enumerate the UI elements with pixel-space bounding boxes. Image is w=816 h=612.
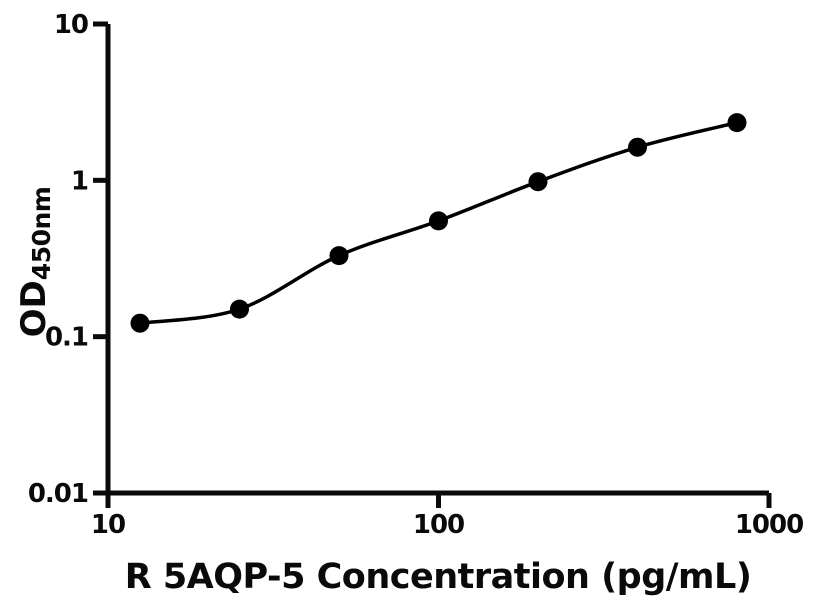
- y-tick-label-0.01: 0.01: [28, 479, 88, 509]
- standard-curve-data-point-1: [230, 299, 249, 319]
- y-axis-title-main: OD: [14, 280, 54, 338]
- y-axis-title: OD450nm: [14, 187, 56, 338]
- y-tick-label-1: 1: [71, 166, 88, 196]
- x-axis-title: R 5AQP-5 Concentration (pg/mL): [124, 557, 752, 597]
- x-tick-label-10: 10: [91, 510, 125, 540]
- standard-curve-data-point-0: [130, 313, 150, 333]
- axis-tick-labels: 0.01 0.1 1 10 10 100 1000: [28, 10, 804, 540]
- y-axis-title-subscript: 450nm: [27, 186, 56, 281]
- standard-curve-data-point-2: [329, 246, 349, 266]
- y-tick-label-0.1: 0.1: [45, 323, 88, 353]
- standard-curve-data-point-3: [429, 211, 448, 231]
- standard-curve-data-point-4: [528, 172, 548, 192]
- y-tick-label-10: 10: [54, 10, 88, 40]
- plot-series: [130, 113, 747, 333]
- axes-spine-path: [105, 24, 769, 496]
- x-tick-label-100: 100: [413, 510, 464, 540]
- axis-tick-marks: [93, 21, 772, 508]
- standard-curve-data-point-6: [727, 113, 747, 133]
- axes-spines: [105, 24, 769, 496]
- x-tick-label-1000: 1000: [735, 510, 803, 540]
- standard-curve-data-point-5: [628, 137, 647, 157]
